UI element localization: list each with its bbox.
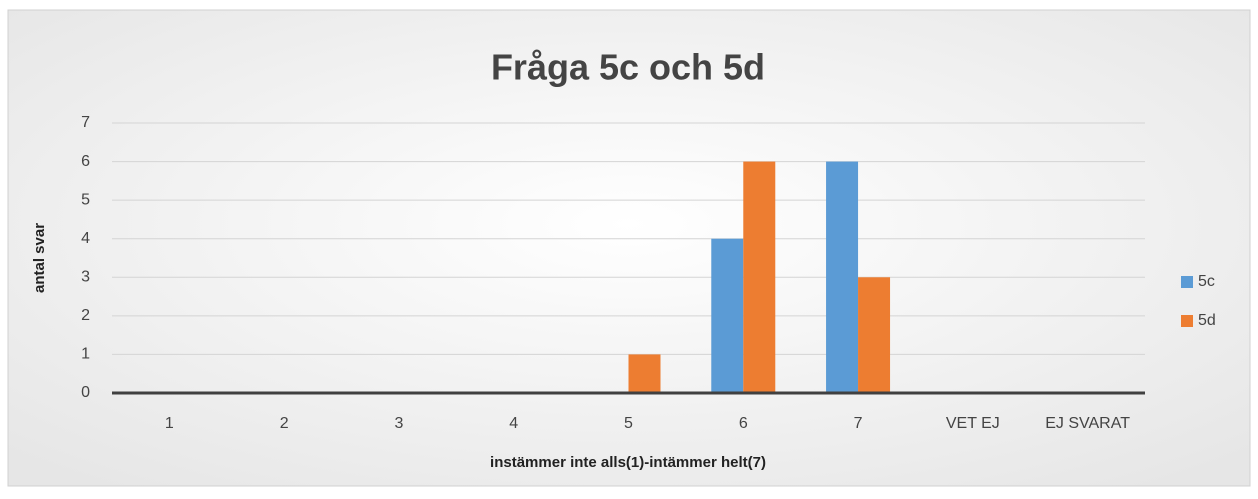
bar: [826, 161, 859, 393]
bar: [743, 161, 776, 393]
bar: [711, 238, 744, 393]
y-tick-label: 1: [81, 346, 90, 363]
x-tick-label: EJ SVARAT: [1045, 415, 1130, 432]
legend-swatch: [1181, 315, 1193, 327]
x-tick-label: VET EJ: [946, 415, 1000, 432]
x-tick-label: 3: [394, 415, 403, 432]
bar: [858, 277, 891, 393]
y-tick-label: 3: [81, 269, 90, 286]
y-tick-label: 2: [81, 307, 90, 324]
x-tick-label: 5: [624, 415, 633, 432]
y-tick-label: 7: [81, 114, 90, 131]
x-tick-label: 1: [165, 415, 174, 432]
bar: [628, 354, 661, 393]
y-axis-title: antal svar: [31, 223, 48, 293]
x-tick-label: 4: [509, 415, 518, 432]
y-tick-label: 4: [81, 230, 90, 247]
y-tick-label: 0: [81, 384, 90, 401]
x-tick-label: 7: [854, 415, 863, 432]
legend-label: 5c: [1198, 273, 1215, 290]
y-tick-label: 5: [81, 191, 90, 208]
legend-label: 5d: [1198, 312, 1216, 329]
legend-swatch: [1181, 276, 1193, 288]
y-tick-label: 6: [81, 153, 90, 170]
chart-title: Fråga 5c och 5d: [491, 47, 765, 88]
x-axis-title: instämmer inte alls(1)-intämmer helt(7): [490, 454, 766, 471]
x-tick-label: 2: [280, 415, 289, 432]
chart-frame: [7, 9, 1251, 487]
x-tick-label: 6: [739, 415, 748, 432]
